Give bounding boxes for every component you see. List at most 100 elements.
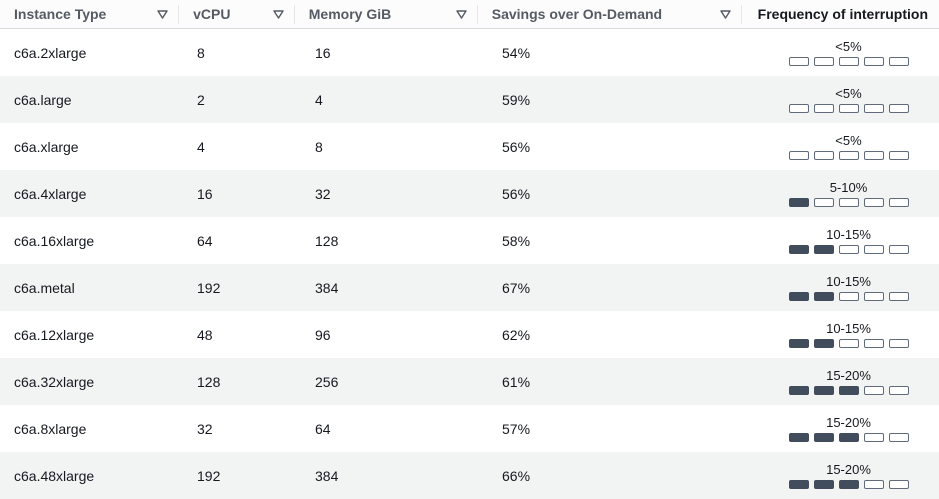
interruption-bar-empty: [888, 245, 909, 254]
cell-memory-gib: 384: [315, 279, 339, 296]
interruption-meter: [758, 245, 939, 254]
cell-frequency-of-interruption: 10-15%: [758, 274, 939, 301]
cell-frequency-of-interruption: 15-20%: [758, 368, 939, 395]
cell-frequency-of-interruption: 10-15%: [758, 321, 939, 348]
cell-savings: 56%: [502, 185, 531, 202]
interruption-frequency-label: 5-10%: [829, 180, 868, 195]
column-header-instance-type[interactable]: Instance Type: [0, 0, 180, 28]
interruption-bar-filled: [788, 480, 809, 489]
interruption-bar-empty: [863, 151, 884, 160]
cell-vcpu: 16: [197, 185, 213, 202]
column-header-memory-gib[interactable]: Memory GiB: [295, 0, 478, 28]
filter-icon[interactable]: [157, 9, 168, 19]
interruption-bar-empty: [863, 386, 884, 395]
cell-vcpu: 192: [197, 279, 221, 296]
interruption-meter: [758, 57, 939, 66]
cell-vcpu: 4: [197, 138, 205, 155]
interruption-bar-empty: [788, 151, 809, 160]
interruption-meter: [758, 198, 939, 207]
filter-icon[interactable]: [273, 9, 284, 19]
interruption-meter: [758, 339, 939, 348]
interruption-frequency-label: 15-20%: [826, 415, 871, 430]
interruption-bar-empty: [863, 480, 884, 489]
cell-vcpu: 48: [197, 326, 213, 343]
column-header-frequency-of-interruption: Frequency of interruption: [742, 0, 939, 28]
column-header-label: Memory GiB: [308, 6, 392, 22]
interruption-bar-filled: [813, 480, 834, 489]
interruption-bar-filled: [838, 433, 859, 442]
table-row: c6a.4xlarge 16 32 56% 5-10%: [0, 170, 939, 217]
table-row: c6a.48xlarge 192 384 66% 15-20%: [0, 452, 939, 499]
cell-savings: 67%: [502, 279, 531, 296]
cell-frequency-of-interruption: 15-20%: [758, 462, 939, 489]
cell-savings: 61%: [502, 373, 531, 390]
interruption-bar-empty: [838, 151, 859, 160]
interruption-bar-empty: [813, 57, 834, 66]
interruption-bar-empty: [863, 245, 884, 254]
interruption-bar-empty: [888, 386, 909, 395]
interruption-bar-empty: [863, 339, 884, 348]
interruption-bar-filled: [813, 339, 834, 348]
table-body: c6a.2xlarge 8 16 54% <5% c6a.large 2 4 59% <5% c6a…: [0, 29, 939, 499]
table-row: c6a.12xlarge 48 96 62% 10-15%: [0, 311, 939, 358]
cell-instance-type: c6a.12xlarge: [14, 326, 95, 343]
cell-frequency-of-interruption: 10-15%: [758, 227, 939, 254]
interruption-meter: [758, 151, 939, 160]
column-header-vcpu[interactable]: vCPU: [179, 0, 295, 28]
cell-memory-gib: 128: [315, 232, 339, 249]
table-row: c6a.2xlarge 8 16 54% <5%: [0, 29, 939, 76]
cell-frequency-of-interruption: <5%: [758, 39, 939, 66]
interruption-bar-empty: [813, 198, 834, 207]
interruption-meter: [758, 386, 939, 395]
interruption-bar-empty: [838, 57, 859, 66]
interruption-bar-filled: [813, 386, 834, 395]
interruption-frequency-label: <5%: [835, 133, 862, 148]
cell-frequency-of-interruption: <5%: [758, 133, 939, 160]
filter-icon[interactable]: [719, 9, 731, 19]
interruption-bar-filled: [838, 386, 859, 395]
cell-savings: 56%: [502, 138, 531, 155]
filter-icon[interactable]: [456, 9, 467, 19]
cell-savings: 62%: [502, 326, 531, 343]
interruption-frequency-label: <5%: [835, 86, 862, 101]
cell-vcpu: 64: [197, 232, 213, 249]
cell-frequency-of-interruption: 15-20%: [758, 415, 939, 442]
interruption-bar-empty: [888, 480, 909, 489]
interruption-bar-empty: [888, 151, 909, 160]
table-row: c6a.32xlarge 128 256 61% 15-20%: [0, 358, 939, 405]
interruption-bar-empty: [838, 292, 859, 301]
interruption-bar-empty: [863, 57, 884, 66]
interruption-frequency-label: 15-20%: [826, 368, 871, 383]
cell-frequency-of-interruption: <5%: [758, 86, 939, 113]
column-header-label: Savings over On-Demand: [491, 6, 663, 22]
cell-vcpu: 128: [197, 373, 221, 390]
cell-memory-gib: 384: [315, 467, 339, 484]
column-header-label: Frequency of interruption: [757, 6, 928, 22]
interruption-bar-empty: [838, 245, 859, 254]
interruption-frequency-label: 15-20%: [826, 462, 871, 477]
cell-instance-type: c6a.large: [14, 91, 72, 108]
cell-instance-type: c6a.32xlarge: [14, 373, 95, 390]
cell-memory-gib: 96: [315, 326, 331, 343]
cell-instance-type: c6a.metal: [14, 279, 75, 296]
column-header-savings[interactable]: Savings over On-Demand: [478, 0, 742, 28]
column-header-label: vCPU: [193, 6, 231, 22]
cell-instance-type: c6a.8xlarge: [14, 420, 87, 437]
interruption-bar-empty: [888, 433, 909, 442]
cell-memory-gib: 4: [315, 91, 323, 108]
cell-vcpu: 8: [197, 44, 205, 61]
interruption-bar-filled: [788, 386, 809, 395]
table-row: c6a.16xlarge 64 128 58% 10-15%: [0, 217, 939, 264]
table-row: c6a.metal 192 384 67% 10-15%: [0, 264, 939, 311]
cell-memory-gib: 32: [315, 185, 331, 202]
interruption-bar-filled: [813, 433, 834, 442]
cell-instance-type: c6a.16xlarge: [14, 232, 95, 249]
interruption-bar-empty: [788, 104, 809, 113]
table-row: c6a.8xlarge 32 64 57% 15-20%: [0, 405, 939, 452]
interruption-bar-empty: [888, 339, 909, 348]
interruption-frequency-label: 10-15%: [826, 227, 871, 242]
interruption-bar-empty: [863, 104, 884, 113]
cell-memory-gib: 64: [315, 420, 331, 437]
cell-savings: 57%: [502, 420, 531, 437]
interruption-meter: [758, 104, 939, 113]
